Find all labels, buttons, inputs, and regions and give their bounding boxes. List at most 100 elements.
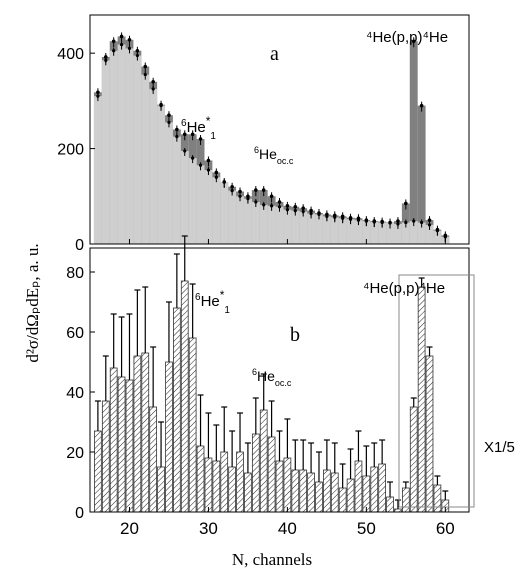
panel-a-continuum-bar (220, 181, 229, 244)
panel-a-continuum-point (443, 235, 447, 239)
panel-a-continuum-bar (180, 150, 189, 244)
panel-a-continuum-bar (425, 224, 434, 244)
panel-a-y-tick-label: 0 (75, 237, 84, 254)
panel-a-continuum-point (254, 200, 258, 204)
x-tick-label: 30 (199, 519, 218, 538)
panel-a-y-ticks: 0 200 400 (57, 46, 95, 254)
panel-a-continuum-bar (362, 221, 371, 244)
panel-a-continuum-point (372, 220, 376, 224)
panel-a-continuum-bar (141, 74, 150, 245)
panel-b-bar (299, 469, 308, 513)
panel-b-bar (141, 352, 150, 513)
panel-b-y-tick-label: 20 (66, 445, 84, 462)
panel-b-bar (354, 460, 363, 513)
x-tick-label: 20 (120, 519, 139, 538)
panel-a-continuum-bar (149, 88, 158, 245)
panel-a-total-point (135, 48, 140, 53)
panel-b-bar (323, 469, 331, 513)
panel-b-bar (109, 367, 118, 513)
panel-a-continuum-bar (212, 177, 221, 244)
panel-a-continuum-point (404, 220, 408, 225)
panel-a-y-tick-label: 200 (57, 142, 84, 159)
x-tick-label: 60 (436, 519, 455, 538)
panel-b-y-tick-label: 80 (66, 265, 84, 282)
panel-a-continuum-point (348, 217, 353, 221)
panel-a-continuum-point (333, 215, 337, 219)
panel-a-elastic-label: ⁴He(p,p)⁴He (366, 29, 448, 46)
panel-a-total-bar (417, 105, 426, 244)
panel-b-bar (220, 451, 229, 513)
panel-b-y-ticks: 0 20 40 60 80 (66, 265, 95, 522)
panel-a-continuum-bar (275, 206, 284, 244)
panel-a-total-point (404, 201, 408, 206)
panel-b-bar (244, 472, 252, 513)
panel-a-total-bar (409, 41, 418, 245)
panel-a-continuum-bar (157, 105, 166, 244)
panel-a-continuum-point (238, 194, 242, 198)
panel-a-continuum-point (151, 87, 155, 91)
scale-note: X1/5 (484, 439, 515, 456)
panel-b-bar (315, 481, 323, 513)
panel-b-bar (338, 487, 347, 513)
panel-a-total-point (254, 188, 258, 192)
panel-b-bar (228, 466, 236, 513)
panel-a-continuum-bar (417, 222, 426, 244)
panel-a-he-excited-label: 6He*1 (181, 114, 216, 142)
panel-a-continuum-bar (378, 222, 387, 244)
panel-a-continuum-point (191, 156, 195, 160)
panel-a-label: a (270, 43, 279, 65)
panel-a-continuum-bar (393, 223, 402, 244)
panel-b-bar (330, 472, 339, 513)
panel-a: 0 200 400 a 6He*1 6Heoc.c ⁴He(p,p)⁴He (57, 14, 470, 254)
panel-a-continuum-bar (307, 213, 316, 244)
panel-a-continuum-point (143, 73, 147, 77)
panel-b-bar (291, 469, 300, 513)
panel-b-y-tick-label: 0 (75, 505, 84, 522)
panel-a-continuum-bar (125, 48, 134, 245)
panel-a-total-point (411, 39, 416, 44)
panel-a-continuum-point (396, 222, 400, 226)
panel-a-continuum-bar (259, 204, 268, 244)
panel-a-x-ticks (128, 239, 446, 244)
panel-a-total-point (175, 127, 179, 132)
panel-a-continuum-point (159, 104, 163, 108)
panel-b-bar (101, 400, 110, 513)
panel-a-continuum-bar (409, 221, 418, 244)
panel-a-continuum-point (167, 120, 171, 124)
panel-a-total-point (127, 38, 132, 42)
panel-a-continuum-point (285, 208, 289, 212)
panel-a-continuum-point (214, 175, 218, 179)
panel-a-continuum-bar (299, 211, 308, 244)
panel-a-continuum-bar (338, 218, 347, 244)
panel-b-bar (417, 286, 426, 513)
panel-a-continuum-bar (196, 165, 205, 244)
elastic-peak-box (398, 274, 475, 508)
panel-a-continuum-point (119, 42, 124, 47)
panel-b-bar (378, 463, 386, 513)
panel-a-continuum-bar (133, 55, 142, 245)
panel-a-continuum-bar (109, 50, 118, 244)
panel-b-bar (401, 487, 410, 513)
x-axis-label: N, channels (232, 550, 312, 568)
panel-b-y-tick-label: 60 (66, 325, 84, 342)
panel-a-continuum-point (364, 219, 368, 223)
panel-a-continuum-point (112, 49, 116, 53)
panel-a-total-point (230, 184, 234, 189)
panel-a-continuum-bar (283, 209, 292, 244)
panel-a-continuum-bar (204, 170, 213, 244)
panel-a-continuum-bar (433, 230, 442, 244)
panel-a-total-point (151, 79, 155, 84)
panel-b-bar (307, 472, 315, 513)
panel-a-continuum-bar (117, 44, 126, 245)
panel-b-bar (196, 445, 205, 513)
panel-b-bar (362, 475, 371, 513)
panel-b-bar (94, 430, 102, 513)
panel-a-continuum-point (135, 53, 139, 58)
panel-a-continuum-bar (188, 158, 197, 244)
panel-b-bar (386, 496, 394, 513)
panel-b-label: b (290, 324, 300, 346)
panel-a-continuum-point (412, 219, 416, 223)
panel-a-continuum-point (277, 205, 282, 209)
panel-a-continuum-bar (101, 60, 110, 244)
panel-b-bar (188, 337, 197, 513)
